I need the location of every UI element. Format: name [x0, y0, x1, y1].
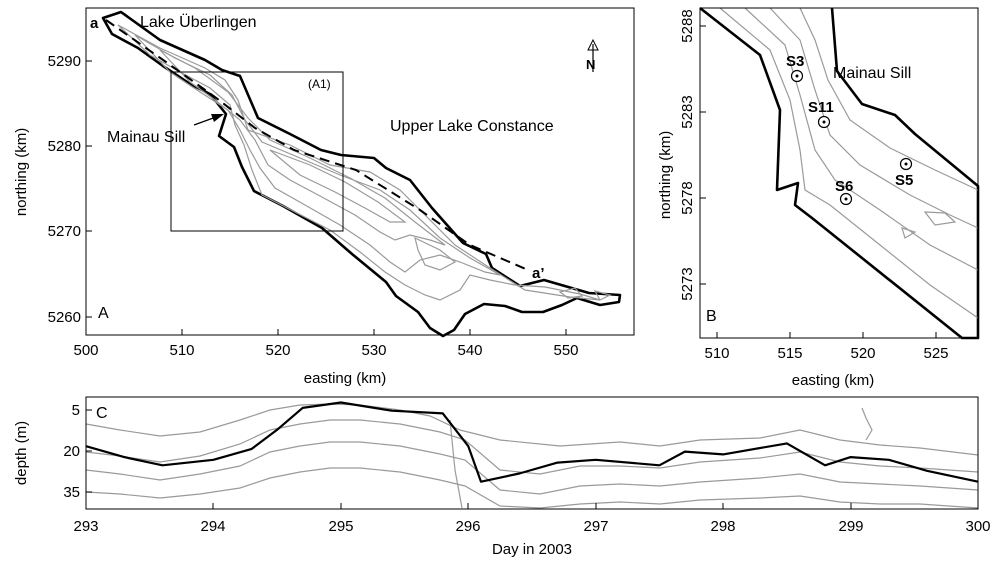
- depth-contour: [134, 34, 501, 276]
- x-tick-label: 297: [583, 518, 608, 535]
- panel-a-letter: A: [98, 305, 109, 322]
- thermocline-series: [85, 401, 979, 483]
- depth-contour: [719, 7, 979, 319]
- label-mainau-sill-b: Mainau Sill: [833, 65, 911, 82]
- y-tick-label: 5270: [48, 223, 81, 240]
- station-label: S5: [895, 172, 913, 189]
- x-tick-label: 530: [361, 342, 386, 359]
- isotherm-line: [85, 441, 979, 495]
- panel-c-xlabel: Day in 2003: [492, 541, 572, 558]
- y-tick-label: 5280: [48, 138, 81, 155]
- x-tick-label: 298: [710, 518, 735, 535]
- x-tick-label: 300: [965, 518, 990, 535]
- isotherm-line: [861, 407, 873, 441]
- panel-a-frame: [85, 7, 635, 336]
- label-inset: (A1): [308, 77, 331, 91]
- panel-c-ylabel: depth (m): [13, 421, 30, 485]
- depth-contour: [414, 236, 457, 271]
- panel-c-x-ticks: 293 294 295 296 297 298 299 300: [73, 503, 991, 535]
- depth-contour: [593, 290, 612, 301]
- depth-contour: [901, 227, 917, 239]
- x-tick-label: 500: [73, 342, 98, 359]
- isotherm-line: [449, 419, 463, 509]
- x-tick-label: 294: [200, 518, 225, 535]
- y-tick-label: 5278: [679, 181, 696, 214]
- x-tick-label: 510: [704, 345, 729, 362]
- depth-contour: [117, 24, 601, 301]
- panel-b-map: 510 515 520 525 5273 5278 5283 5288 east…: [657, 6, 980, 389]
- depth-contour: [744, 7, 979, 271]
- panel-b-ylabel: northing (km): [657, 131, 674, 219]
- x-tick-label: 540: [457, 342, 482, 359]
- depth-contour: [923, 211, 957, 226]
- panel-a-ylabel: northing (km): [13, 128, 30, 216]
- panel-b-x-ticks: 510 515 520 525: [704, 332, 949, 362]
- station-s11: S11: [808, 99, 834, 129]
- panel-a-y-ticks: 5260 5270 5280 5290: [48, 53, 92, 326]
- station-s5: S5: [895, 157, 913, 189]
- panel-c-y-ticks: 5 20 35: [63, 402, 92, 501]
- y-tick-label: 5260: [48, 309, 81, 326]
- lake-shoreline: [101, 10, 622, 338]
- x-tick-label: 296: [455, 518, 480, 535]
- label-mainau-sill: Mainau Sill: [107, 129, 185, 146]
- x-tick-label: 515: [777, 345, 802, 362]
- station-label: S6: [835, 178, 853, 195]
- y-tick-label: 5: [72, 402, 80, 419]
- y-tick-label: 20: [63, 443, 80, 460]
- depth-contour: [799, 7, 979, 191]
- panel-c-timeseries: 293 294 295 296 297 298 299 300 5 20 35 …: [13, 396, 991, 558]
- isotherm-line: [85, 467, 979, 509]
- y-tick-label: 5283: [679, 95, 696, 128]
- inset-box: [170, 71, 344, 232]
- panel-b-xlabel: easting (km): [792, 372, 875, 389]
- depth-contour: [769, 7, 979, 229]
- panel-a-xlabel: easting (km): [304, 370, 387, 387]
- x-tick-label: 299: [838, 518, 863, 535]
- y-tick-label: 5273: [679, 267, 696, 300]
- panel-b-y-ticks: 5273 5278 5283 5288: [679, 9, 706, 301]
- north-label: N: [586, 57, 595, 72]
- station-label: S11: [808, 99, 834, 116]
- x-tick-label: 550: [553, 342, 578, 359]
- label-section-end: a’: [532, 265, 545, 282]
- mainau-arrow-icon: [193, 114, 224, 126]
- isotherm-line: [85, 403, 979, 456]
- y-tick-label: 5288: [679, 9, 696, 42]
- station-s6: S6: [835, 178, 853, 206]
- x-tick-label: 520: [850, 345, 875, 362]
- depth-contour: [558, 287, 584, 299]
- x-tick-label: 525: [923, 345, 948, 362]
- x-tick-label: 295: [328, 518, 353, 535]
- station-s3: S3: [786, 53, 804, 83]
- x-tick-label: 520: [265, 342, 290, 359]
- y-tick-label: 35: [63, 484, 80, 501]
- panel-a-x-ticks: 500 510 520 530 540 550: [73, 329, 579, 359]
- isotherm-line: [85, 419, 979, 475]
- x-tick-label: 293: [73, 518, 98, 535]
- section-line: [105, 19, 529, 271]
- panel-b-letter: B: [706, 308, 717, 325]
- x-tick-label: 510: [169, 342, 194, 359]
- depth-contour: [269, 149, 407, 223]
- y-tick-label: 5290: [48, 53, 81, 70]
- panel-b-frame: [699, 7, 979, 339]
- panel-c-letter: C: [96, 405, 108, 422]
- panel-a-map: 500 510 520 530 540 550 5260 5270 5280 5…: [13, 7, 635, 387]
- label-lake-uberlingen: Lake Überlingen: [140, 13, 257, 31]
- station-label: S3: [786, 53, 804, 70]
- lake-shoreline: [699, 6, 980, 340]
- north-arrow-icon: N: [586, 38, 599, 72]
- panel-c-frame: [85, 396, 979, 510]
- label-upper-lake: Upper Lake Constance: [390, 118, 554, 135]
- label-section-start: a: [90, 15, 99, 32]
